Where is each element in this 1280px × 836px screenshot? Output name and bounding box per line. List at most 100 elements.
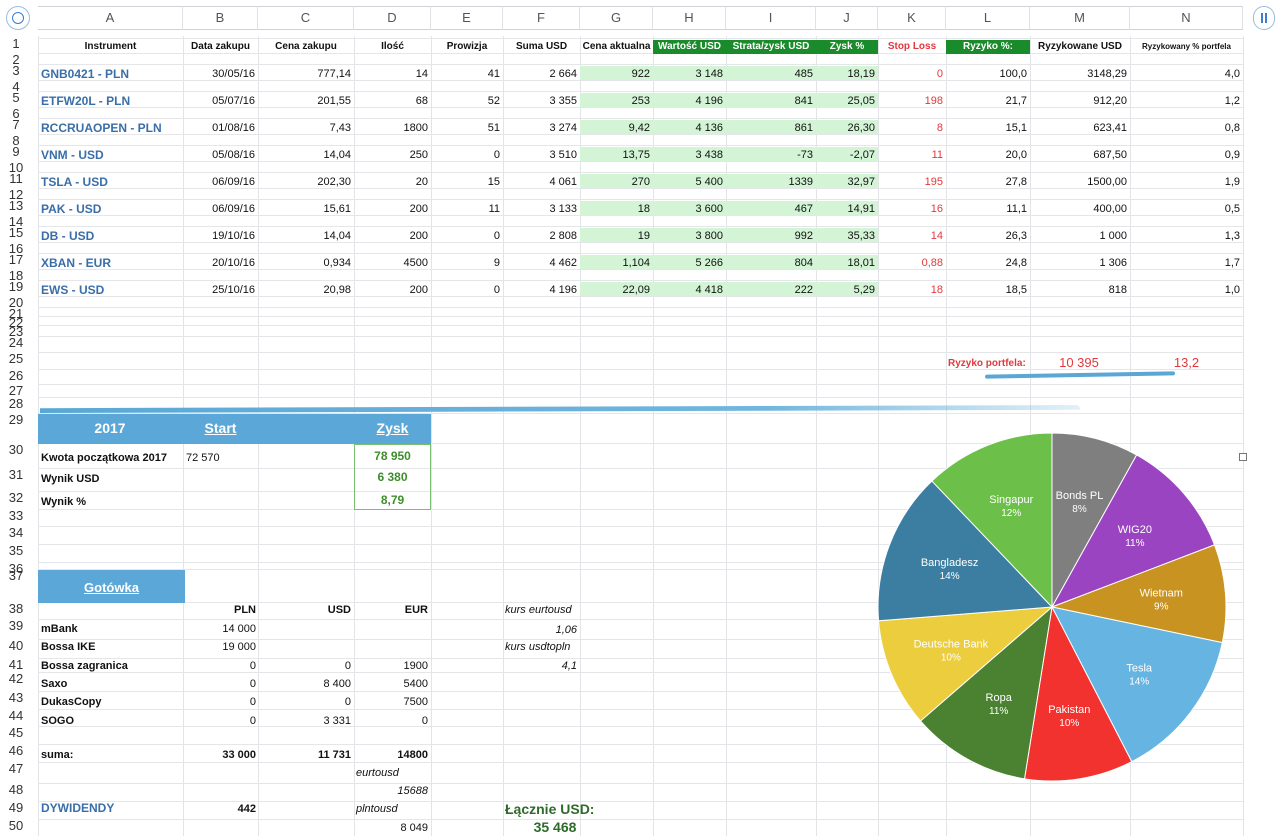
pie-slice-wig20[interactable] <box>1050 454 1216 608</box>
row-number[interactable]: 6 <box>12 106 20 121</box>
column-header-A[interactable]: A <box>38 6 183 30</box>
portfolio-pie-chart[interactable]: Bonds PL 8% WIG20 11% Wietnam 9% Tesla 14% Pakis… <box>870 425 1235 790</box>
row-number[interactable]: 11 <box>9 171 23 186</box>
column-header-F[interactable]: F <box>503 6 580 30</box>
row-number[interactable]: 24 <box>8 335 24 350</box>
row-number[interactable]: 2 <box>12 52 20 67</box>
position-stop: 198 <box>924 95 943 107</box>
row-number[interactable]: 8 <box>12 133 20 148</box>
instrument-name[interactable]: ETFW20L - PLN <box>41 94 131 108</box>
instrument-name[interactable]: TSLA - USD <box>41 175 108 189</box>
row-number[interactable]: 37 <box>8 568 24 583</box>
chart-resize-handle[interactable] <box>1239 453 1247 461</box>
pie-slice-tesla[interactable] <box>1051 606 1223 763</box>
instrument-name[interactable]: RCCRUAOPEN - PLN <box>41 121 162 135</box>
row-number[interactable]: 39 <box>8 618 24 633</box>
row-number[interactable]: 17 <box>8 252 24 267</box>
row-number[interactable]: 49 <box>8 800 24 815</box>
row-number[interactable]: 40 <box>8 638 24 653</box>
row-number[interactable]: 47 <box>8 761 24 776</box>
row-number[interactable]: 35 <box>8 543 24 558</box>
instrument-name[interactable]: XBAN - EUR <box>41 256 112 270</box>
pie-slice-wietnam[interactable] <box>1050 544 1227 644</box>
row-number[interactable]: 25 <box>8 351 24 366</box>
column-header-L[interactable]: L <box>946 6 1030 30</box>
row-number[interactable]: 45 <box>8 725 24 740</box>
row-number[interactable]: 43 <box>8 690 24 705</box>
row-number[interactable]: 22 <box>8 315 24 330</box>
position-sum: 4 061 <box>549 176 577 188</box>
column-header-D[interactable]: D <box>354 6 431 30</box>
column-header-I[interactable]: I <box>726 6 816 30</box>
column-header-H[interactable]: H <box>653 6 726 30</box>
row-number[interactable]: 9 <box>12 144 20 159</box>
grid-row-line <box>38 161 1243 162</box>
row-number[interactable]: 19 <box>8 279 24 294</box>
position-risk: 27,8 <box>1005 176 1027 188</box>
row-number[interactable]: 32 <box>8 490 24 505</box>
row-number[interactable]: 36 <box>8 561 24 576</box>
row-number[interactable]: 28 <box>8 396 24 411</box>
row-number[interactable]: 7 <box>12 117 20 132</box>
dividends-value: 442 <box>237 803 256 815</box>
select-all-button[interactable] <box>6 6 30 30</box>
row-number[interactable]: 50 <box>8 818 24 833</box>
pie-slice-singapur[interactable] <box>931 432 1053 609</box>
row-number[interactable]: 33 <box>8 508 24 523</box>
row-number[interactable]: 4 <box>12 79 20 94</box>
summary-start-link[interactable]: Start <box>204 420 237 436</box>
column-header-E[interactable]: E <box>431 6 503 30</box>
pie-slice-pakistan[interactable] <box>1023 605 1133 782</box>
column-header-G[interactable]: G <box>580 6 653 30</box>
row-number[interactable]: 1 <box>12 36 20 51</box>
pie-slice-bonds-pl[interactable] <box>1051 432 1138 609</box>
position-risk_usd: 1 306 <box>1099 257 1127 269</box>
column-header-B[interactable]: B <box>183 6 258 30</box>
instrument-name[interactable]: EWS - USD <box>41 283 105 297</box>
row-number[interactable]: 14 <box>8 214 24 229</box>
instrument-name[interactable]: PAK - USD <box>41 202 102 216</box>
row-number[interactable]: 42 <box>8 671 24 686</box>
row-number[interactable]: 44 <box>8 708 24 723</box>
column-header-N[interactable]: N <box>1130 6 1243 30</box>
freeze-toggle-button[interactable] <box>1253 6 1275 30</box>
row-number[interactable]: 26 <box>8 368 24 383</box>
row-number[interactable]: 12 <box>8 187 24 202</box>
row-number[interactable]: 41 <box>8 657 24 672</box>
pie-slice-ropa[interactable] <box>919 605 1053 780</box>
instrument-name[interactable]: VNM - USD <box>41 148 104 162</box>
row-number[interactable]: 3 <box>12 63 20 78</box>
column-header-C[interactable]: C <box>258 6 354 30</box>
cash-title[interactable]: Gotówka <box>84 580 139 595</box>
row-number[interactable]: 18 <box>8 268 24 283</box>
row-number[interactable]: 21 <box>8 306 24 321</box>
column-header-J[interactable]: J <box>816 6 878 30</box>
row-number[interactable]: 31 <box>8 467 24 482</box>
column-header-M[interactable]: M <box>1030 6 1130 30</box>
row-number[interactable]: 5 <box>12 90 20 105</box>
row-number[interactable]: 30 <box>8 442 24 457</box>
row-number[interactable]: 15 <box>8 225 24 240</box>
position-risk_port: 1,0 <box>1224 284 1240 296</box>
row-number[interactable]: 20 <box>8 295 24 310</box>
instrument-name[interactable]: GNB0421 - PLN <box>41 67 130 81</box>
summary-zysk-link[interactable]: Zysk <box>376 420 409 436</box>
grid-row-line <box>38 397 1243 398</box>
row-number[interactable]: 29 <box>8 412 24 427</box>
row-number[interactable]: 34 <box>8 525 24 540</box>
position-risk_usd: 1 000 <box>1099 230 1127 242</box>
instrument-name[interactable]: DB - USD <box>41 229 95 243</box>
row-number[interactable]: 38 <box>8 601 24 616</box>
row-number[interactable]: 23 <box>8 324 24 339</box>
position-pct: 5,29 <box>853 284 875 296</box>
row-number[interactable]: 46 <box>8 743 24 758</box>
highlight-band <box>580 66 878 80</box>
row-number[interactable]: 16 <box>8 241 24 256</box>
pie-slice-bangladesz[interactable] <box>877 480 1054 622</box>
row-number[interactable]: 10 <box>8 160 24 175</box>
row-number[interactable]: 27 <box>8 383 24 398</box>
pie-slice-deutsche-bank[interactable] <box>878 606 1054 722</box>
row-number[interactable]: 48 <box>8 782 24 797</box>
row-number[interactable]: 13 <box>8 198 24 213</box>
column-header-K[interactable]: K <box>878 6 946 30</box>
